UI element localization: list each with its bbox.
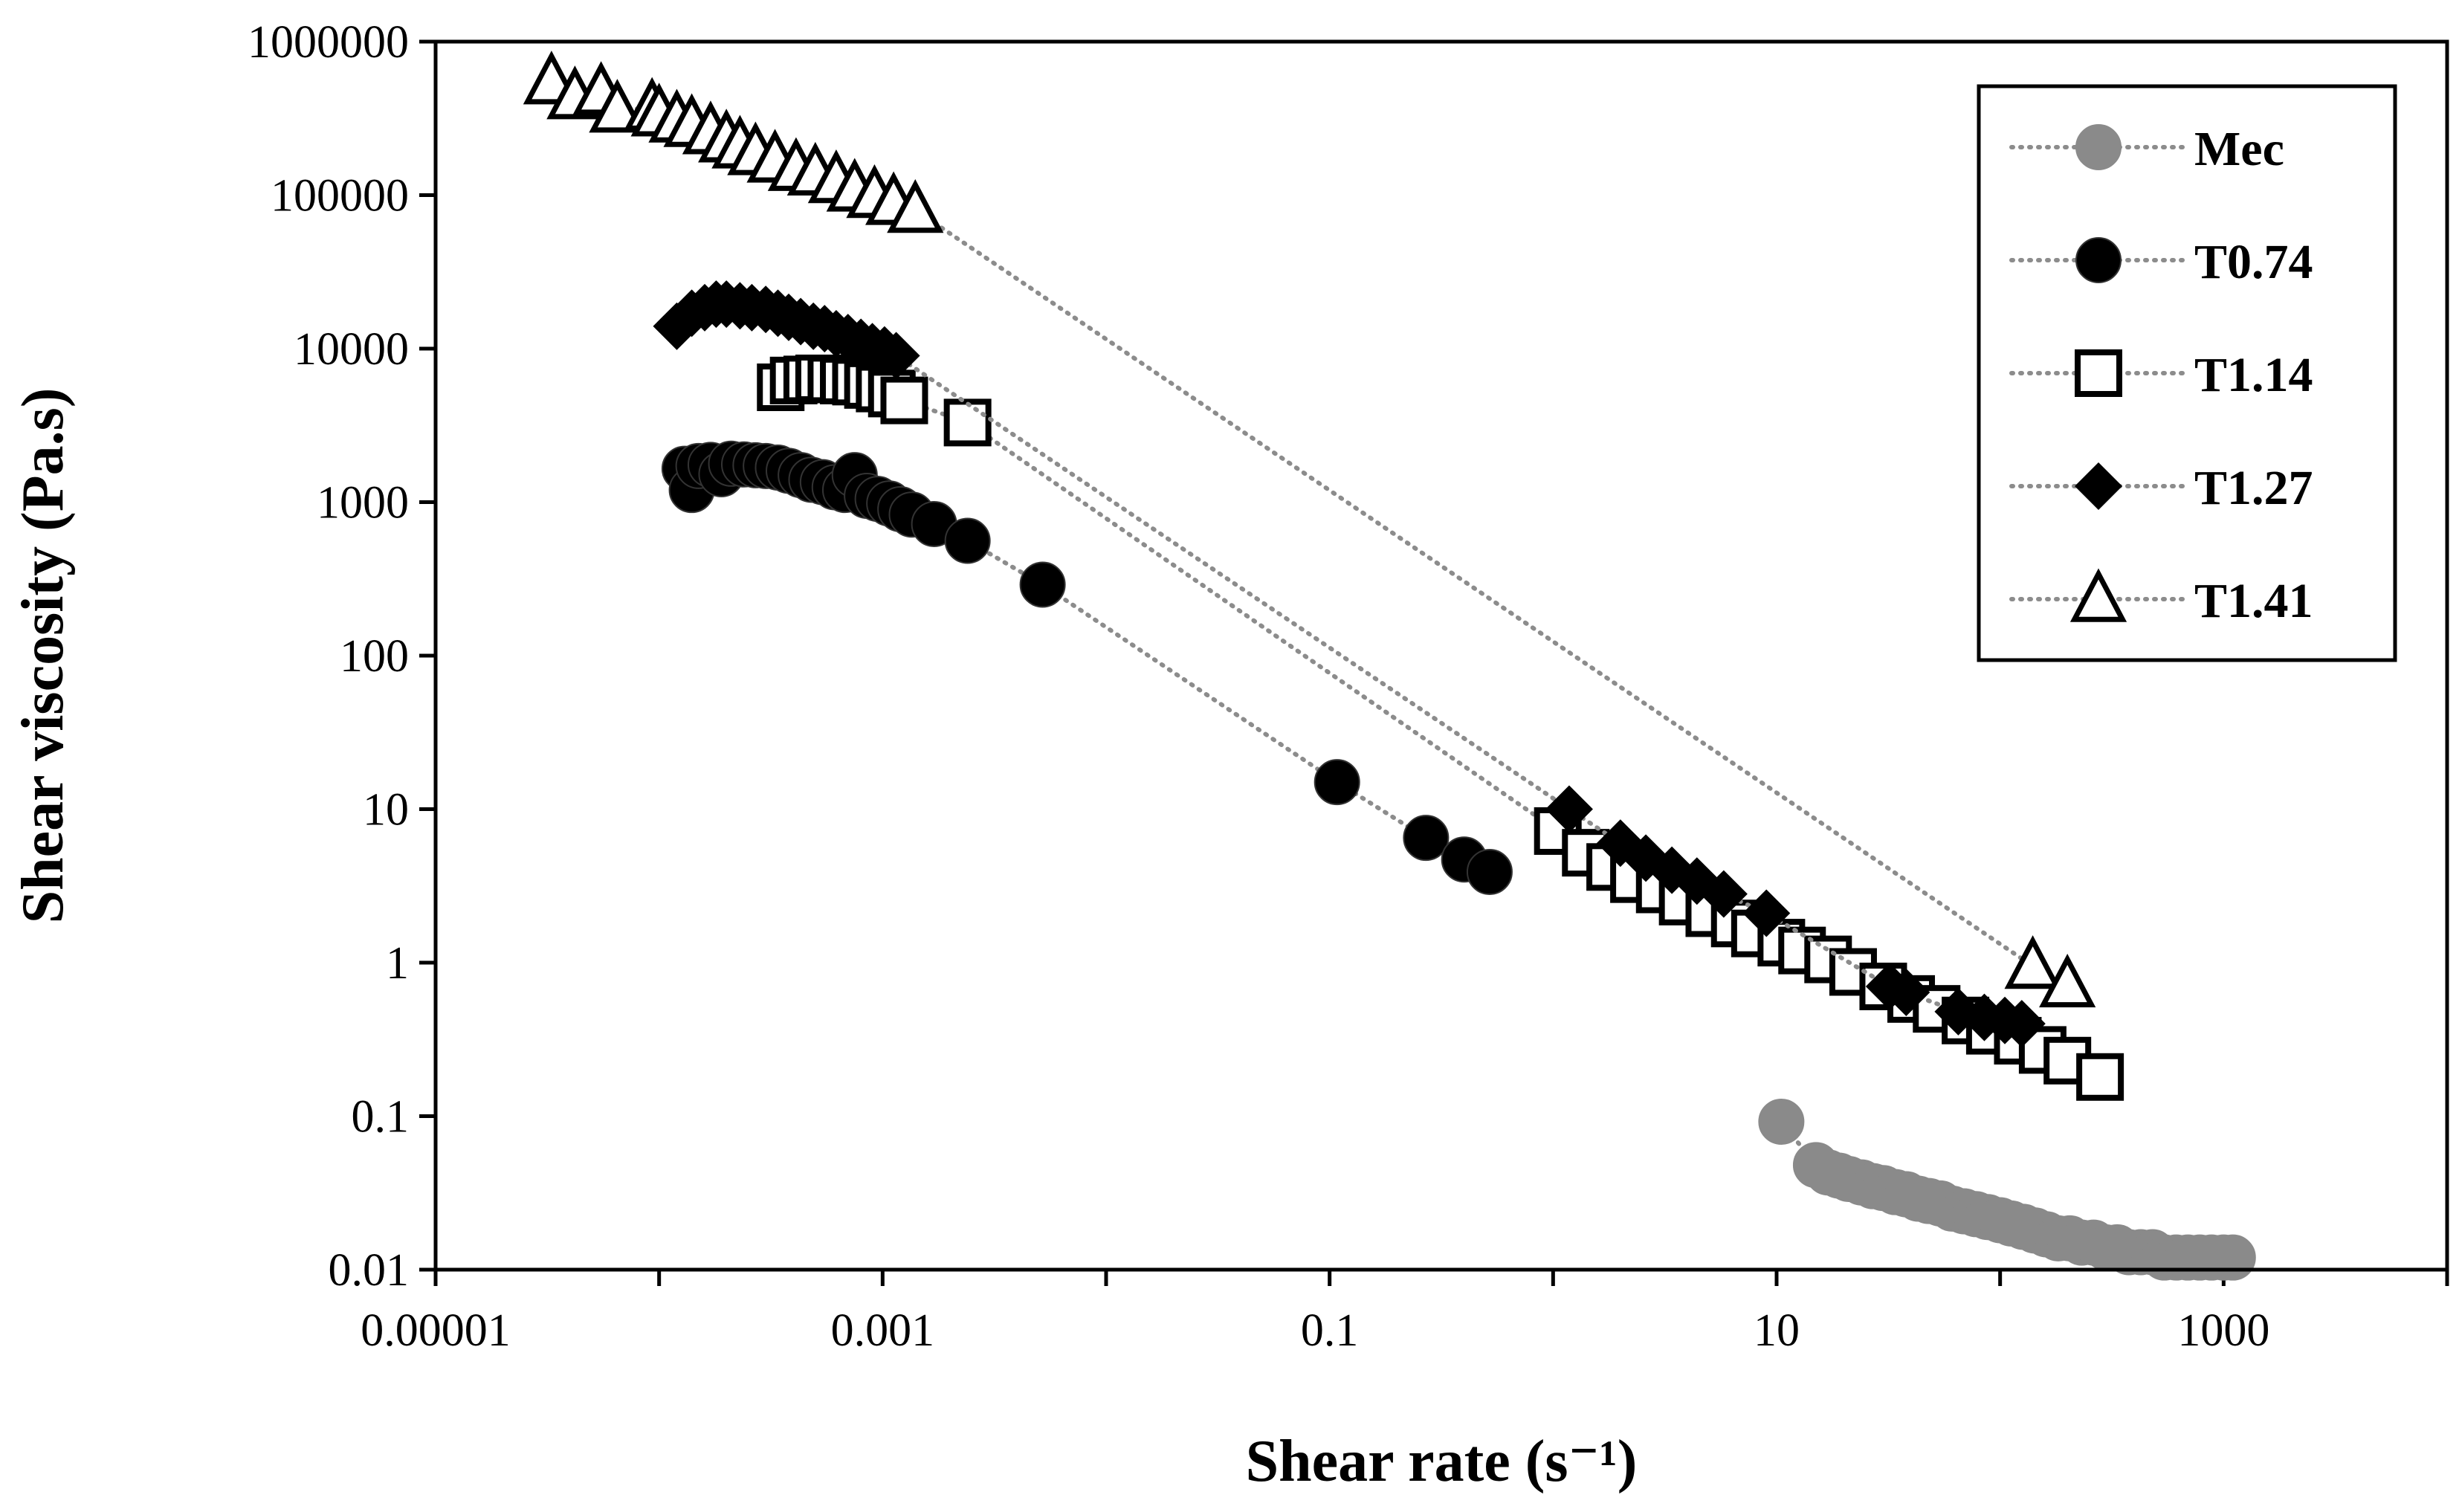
legend-item: T0.74 <box>2009 235 2313 289</box>
data-point <box>880 376 928 424</box>
y-axis-title: Shear viscosity (Pa.s) <box>10 388 76 924</box>
legend-label: Mec <box>2194 122 2284 176</box>
legend-item: T1.14 <box>2009 348 2313 402</box>
legend: Mec T0.74 T1.14 T1.27 T1.41 <box>1977 84 2397 662</box>
data-point <box>1699 870 1748 918</box>
series-t0-74 <box>661 440 1513 895</box>
plot-area-frame <box>433 39 2449 1272</box>
legend-label: T1.27 <box>2194 461 2313 515</box>
series-t1-41 <box>523 51 2096 1008</box>
data-point <box>1313 759 1360 806</box>
data-point <box>2209 1234 2256 1281</box>
data-point <box>1997 1000 2046 1048</box>
data-point <box>1019 561 1066 608</box>
legend-marker <box>2075 124 2122 170</box>
series-connector-line <box>549 79 2070 987</box>
series-mec <box>1758 1098 2256 1281</box>
y-axis-ticks <box>419 39 436 1272</box>
y-tick-label: 1000 <box>317 478 409 529</box>
data-point <box>589 79 646 133</box>
x-tick-label: 1000 <box>2177 1305 2269 1356</box>
y-tick-label: 10 <box>363 785 409 836</box>
legend-item: T1.27 <box>2009 461 2313 515</box>
y-tick-label: 1000000 <box>248 17 409 68</box>
legend-label: T1.14 <box>2194 348 2313 402</box>
y-tick-label: 100000 <box>271 171 409 222</box>
data-point <box>1758 1098 1805 1145</box>
x-axis-title: Shear rate (s⁻¹) <box>1246 1429 1638 1494</box>
legend-item: Mec <box>2009 122 2284 176</box>
legend-label: T0.74 <box>2194 235 2313 289</box>
y-tick-label: 0.01 <box>329 1245 410 1296</box>
data-point <box>2039 953 2096 1008</box>
y-tick-label: 1 <box>386 938 409 989</box>
x-tick-label: 0.1 <box>1301 1305 1359 1356</box>
data-point <box>1466 848 1513 895</box>
legend-label: T1.41 <box>2194 574 2313 628</box>
y-tick-label: 10000 <box>294 324 409 375</box>
data-point <box>872 332 920 380</box>
data-point <box>944 517 991 564</box>
y-tick-label: 0.1 <box>352 1092 410 1143</box>
series-t1-27 <box>653 280 2046 1048</box>
x-tick-label: 10 <box>1754 1305 1800 1356</box>
legend-marker <box>2075 462 2122 510</box>
x-tick-label: 0.001 <box>831 1305 935 1356</box>
data-point <box>887 179 944 233</box>
tick-labels: 0.00001 0.001 0.1 10 1000 0.01 0.1 1 10 100 1000 10… <box>248 17 2269 1356</box>
x-tick-label: 0.00001 <box>361 1305 511 1356</box>
legend-marker <box>2069 568 2127 622</box>
data-point <box>1882 969 1930 1017</box>
legend-marker <box>2075 237 2122 283</box>
data-point <box>943 398 992 447</box>
legend-item: T1.41 <box>2009 568 2313 628</box>
data-point <box>2004 935 2061 989</box>
y-tick-label: 100 <box>340 631 409 682</box>
data-point <box>1742 889 1791 937</box>
legend-marker <box>2075 349 2122 397</box>
data-point <box>1403 815 1450 862</box>
data-point <box>2076 1053 2124 1101</box>
data-point <box>1545 785 1593 833</box>
series-connector-line <box>682 461 1492 874</box>
